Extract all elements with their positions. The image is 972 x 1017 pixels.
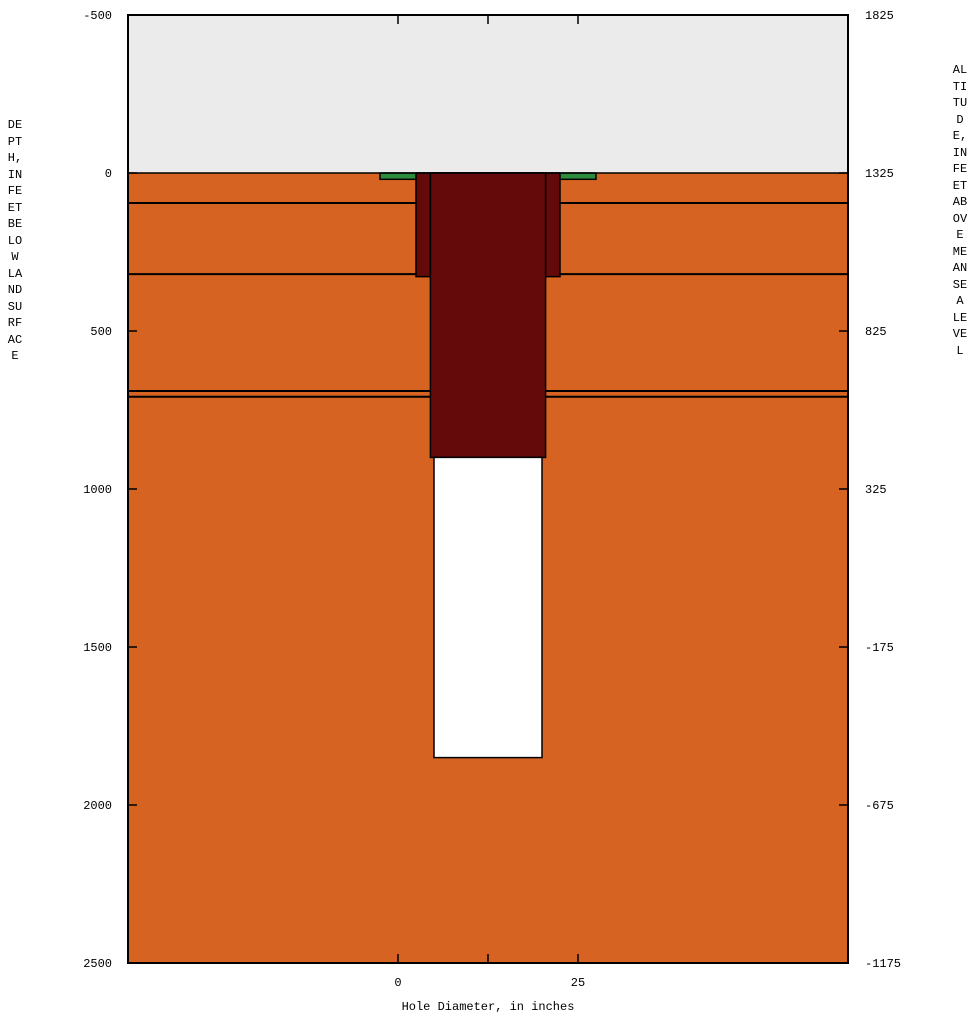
right-tick-label: -1175 (865, 957, 901, 971)
surface-casing (429, 172, 547, 459)
left-tick-label: 0 (105, 167, 112, 181)
right-axis-label: ALTITUDE, IN FEET ABOVE MEAN SEA LEVEL (952, 63, 968, 358)
x-tick-label: 25 (571, 976, 585, 990)
left-tick-label: 2000 (83, 799, 112, 813)
left-tick-label: 2500 (83, 957, 112, 971)
right-tick-label: 1825 (865, 9, 894, 23)
right-tick-label: 1325 (865, 167, 894, 181)
right-tick-label: -175 (865, 641, 894, 655)
x-tick-label: 0 (394, 976, 401, 990)
right-tick-label: 325 (865, 483, 887, 497)
left-tick-label: -500 (83, 9, 112, 23)
right-tick-label: -675 (865, 799, 894, 813)
left-tick-label: 1000 (83, 483, 112, 497)
open-hole (433, 456, 543, 759)
left-tick-label: 500 (90, 325, 112, 339)
left-axis-label: DEPTH, IN FEET BELOW LAND SURFACE (7, 118, 30, 363)
x-axis-label: Hole Diameter, in inches (401, 1000, 575, 1014)
right-tick-label: 825 (865, 325, 887, 339)
air-zone (128, 15, 848, 173)
left-tick-label: 1500 (83, 641, 112, 655)
